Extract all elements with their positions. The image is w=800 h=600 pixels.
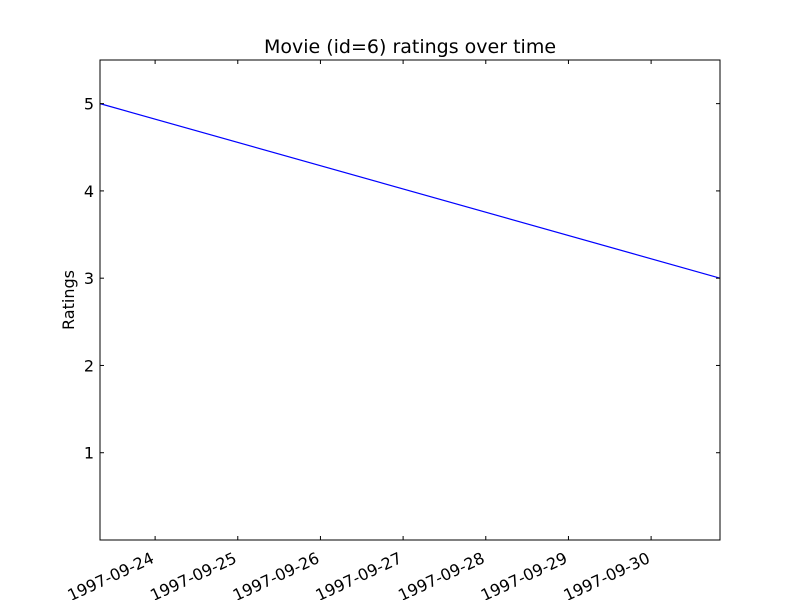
y-axis-label: Ratings [59,270,78,330]
y-tick-label-4: 4 [84,182,94,201]
chart-title: Movie (id=6) ratings over time [264,36,556,58]
axes-frame [99,59,721,541]
y-tick-label-2: 2 [84,356,94,375]
y-tick-label-5: 5 [84,95,94,114]
series-line-0 [99,103,721,279]
y-tick-label-3: 3 [84,269,94,288]
y-tick-label-1: 1 [84,444,94,463]
